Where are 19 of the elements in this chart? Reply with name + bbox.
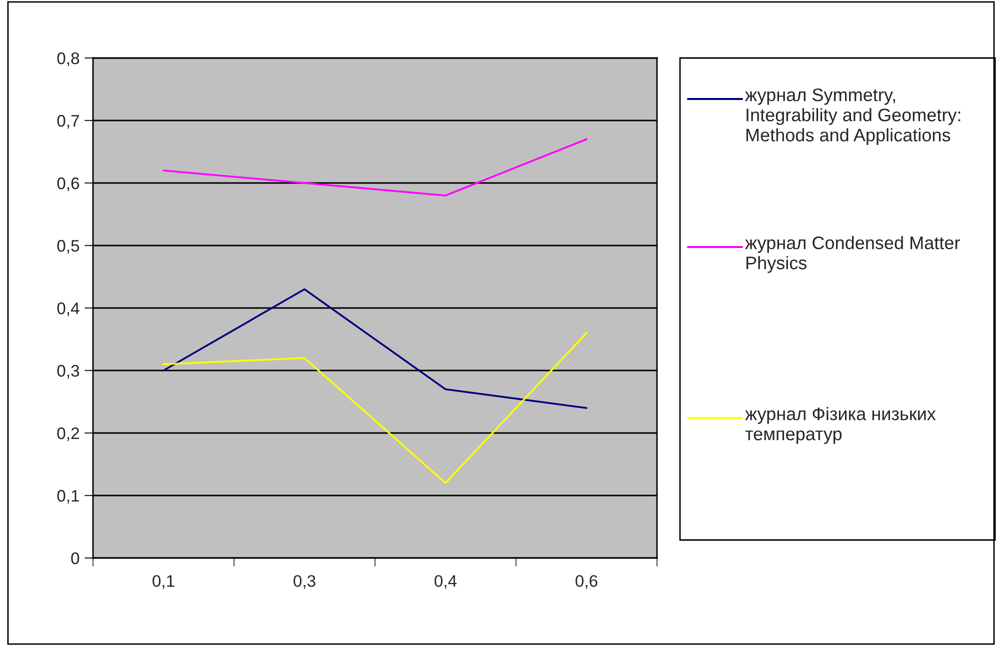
legend-label: журнал Symmetry, Integrability and Geometry: Methods and Applications [745,88,960,146]
line-series [162,288,588,409]
y-tick-label: 0,3 [57,364,80,379]
y-tick-label: 0 [71,552,80,564]
y-tick-label: 0,1 [57,490,79,504]
x-tick-label: 0,6 [576,575,598,589]
line-series [162,332,588,484]
y-tick-label: 0,2 [57,427,79,442]
legend-label: журнал Condensed Matter Physics [745,236,960,273]
x-tick-label: 0,4 [434,575,457,589]
y-tick-label: 0,6 [57,177,80,192]
y-tick-label: 0,5 [57,240,80,254]
y-tick-label: 0,4 [57,302,80,316]
x-tick-label: 0,3 [294,575,316,589]
y-tick-label: 0,8 [57,52,80,66]
x-tick-label: 0,1 [152,575,174,589]
y-tick-label: 0,7 [57,114,79,129]
legend-label: журнал Фізика низьких температур [745,407,936,444]
line-series [162,138,588,196]
